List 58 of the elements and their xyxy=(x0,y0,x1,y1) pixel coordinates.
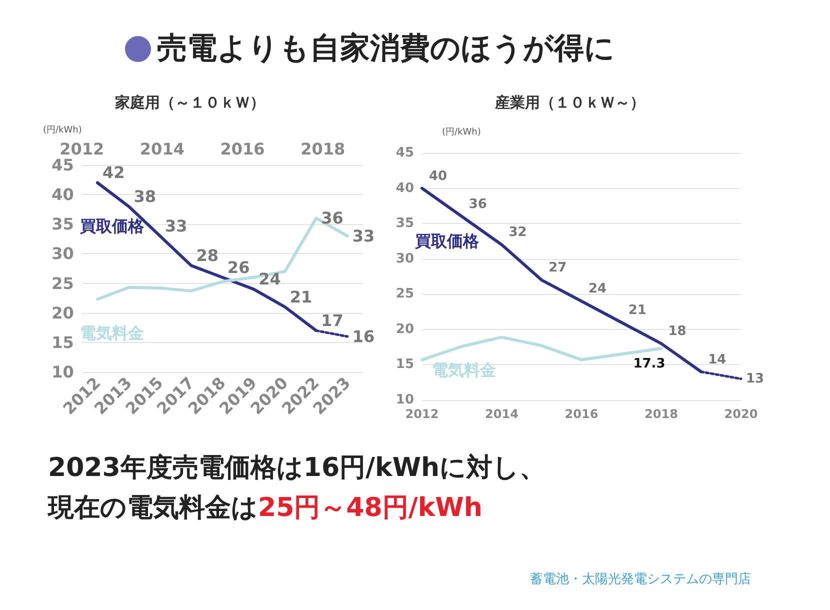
text: 売電よりも自家消費のほうが得に xyxy=(157,30,615,68)
x-tick-label: 2018 xyxy=(644,407,678,421)
y-tick-label: 15 xyxy=(52,332,74,352)
x2-tick-label: 2018 xyxy=(300,140,346,158)
text: 25円～48円/kWh xyxy=(258,493,482,523)
x-tick-label: 2012 xyxy=(405,407,439,421)
data-label: 36 xyxy=(321,208,344,228)
data-label: 16 xyxy=(352,327,375,346)
series-label: 電気料金 xyxy=(432,360,496,380)
x2-tick-label: 2014 xyxy=(140,140,184,158)
data-label: 36 xyxy=(468,197,487,212)
data-label: 24 xyxy=(588,282,607,297)
y-tick-label: 20 xyxy=(52,303,74,322)
y-tick-label: 40 xyxy=(396,180,414,196)
data-label: 28 xyxy=(196,246,218,266)
data-label: 14 xyxy=(708,352,726,368)
y-tick-label: 25 xyxy=(396,286,414,302)
series-label: 買取価格 xyxy=(79,216,145,236)
data-label: 26 xyxy=(227,258,250,277)
data-label: 42 xyxy=(102,163,125,182)
y-tick-label: 40 xyxy=(52,185,74,204)
y-axis-title: (円/kWh) xyxy=(442,128,481,138)
y-tick-label: 15 xyxy=(396,357,414,372)
y-tick-label: 45 xyxy=(396,146,414,160)
chart-title: 産業用（１０ｋＷ～） xyxy=(494,94,645,112)
y-tick-label: 10 xyxy=(396,392,414,408)
data-label: 18 xyxy=(668,324,686,340)
data-label: 13 xyxy=(746,371,764,386)
y-tick-label: 45 xyxy=(52,156,74,174)
x-tick-label: 2020 xyxy=(724,407,758,421)
y-tick-label: 30 xyxy=(396,251,414,266)
y-tick-label: 30 xyxy=(52,244,74,264)
series-label: 買取価格 xyxy=(414,232,480,250)
series-label: 電気料金 xyxy=(80,324,144,342)
data-label: 21 xyxy=(628,302,646,318)
y-tick-label: 20 xyxy=(396,322,414,337)
y-axis-title: (円/kWh) xyxy=(42,126,82,136)
x2-tick-label: 2016 xyxy=(220,140,265,158)
data-label: 32 xyxy=(508,225,527,240)
data-label: 17.3 xyxy=(633,356,666,372)
data-label: 24 xyxy=(258,270,281,289)
x-tick-label: 2016 xyxy=(564,407,598,421)
x-tick-label: 2014 xyxy=(485,407,518,421)
y-tick-label: 10 xyxy=(52,362,74,382)
y-tick-label: 35 xyxy=(52,214,74,234)
data-label: 21 xyxy=(290,287,312,306)
text: 2023年度売電価格は16円/kWhに対し、 xyxy=(48,452,546,485)
data-label: 33 xyxy=(164,216,188,236)
data-label: 33 xyxy=(352,226,375,246)
y-tick-label: 35 xyxy=(396,216,414,232)
y-tick-label: 25 xyxy=(52,274,74,293)
data-label: 17 xyxy=(321,311,344,330)
data-label: 27 xyxy=(548,260,567,276)
text: 蓄電池・太陽光発電システムの専門店 xyxy=(530,571,751,588)
data-label: 38 xyxy=(134,186,156,206)
chart-title: 家庭用（～１０ｋＷ） xyxy=(114,94,265,112)
data-label: 40 xyxy=(429,168,448,184)
x2-tick-label: 2012 xyxy=(60,140,104,158)
